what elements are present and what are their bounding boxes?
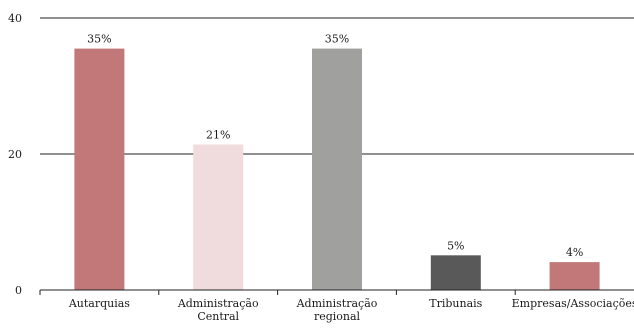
x-tick-label: Administração Central [177, 297, 259, 323]
bars [74, 48, 600, 290]
x-tick-label-line: Administração [177, 297, 259, 310]
bar [74, 48, 125, 290]
y-axis: 0 20 40 [8, 12, 22, 297]
data-label: 35% [325, 33, 349, 46]
x-tick-label: Tribunais [429, 297, 482, 310]
x-tick-label-line: Autarquias [68, 297, 130, 310]
x-tick-label-line: Tribunais [429, 297, 482, 310]
data-label: 21% [206, 128, 230, 141]
y-tick-label: 20 [8, 148, 22, 161]
x-axis: Autarquias Administração CentralAdministra… [39, 289, 634, 323]
x-tick-label: Empresas/Associações [512, 297, 634, 310]
data-labels: 35% 21% 35% 5% 4% [87, 33, 583, 260]
data-label: 4% [566, 246, 583, 259]
x-tick-label-line: Administração [296, 297, 378, 310]
y-tick-label: 40 [8, 12, 22, 25]
x-tick-label-line: Central [197, 310, 239, 323]
bar [430, 255, 481, 290]
data-label: 35% [87, 33, 111, 46]
y-tick-label: 0 [15, 284, 22, 297]
x-tick-label: Administração regional [296, 297, 378, 323]
data-label: 5% [447, 239, 464, 252]
x-tick-label-line: regional [314, 310, 361, 323]
x-tick-label-line: Empresas/Associações [512, 297, 634, 310]
bar [312, 48, 362, 290]
x-tick-label: Autarquias [68, 297, 130, 310]
bar [193, 144, 244, 290]
bar [549, 262, 600, 290]
